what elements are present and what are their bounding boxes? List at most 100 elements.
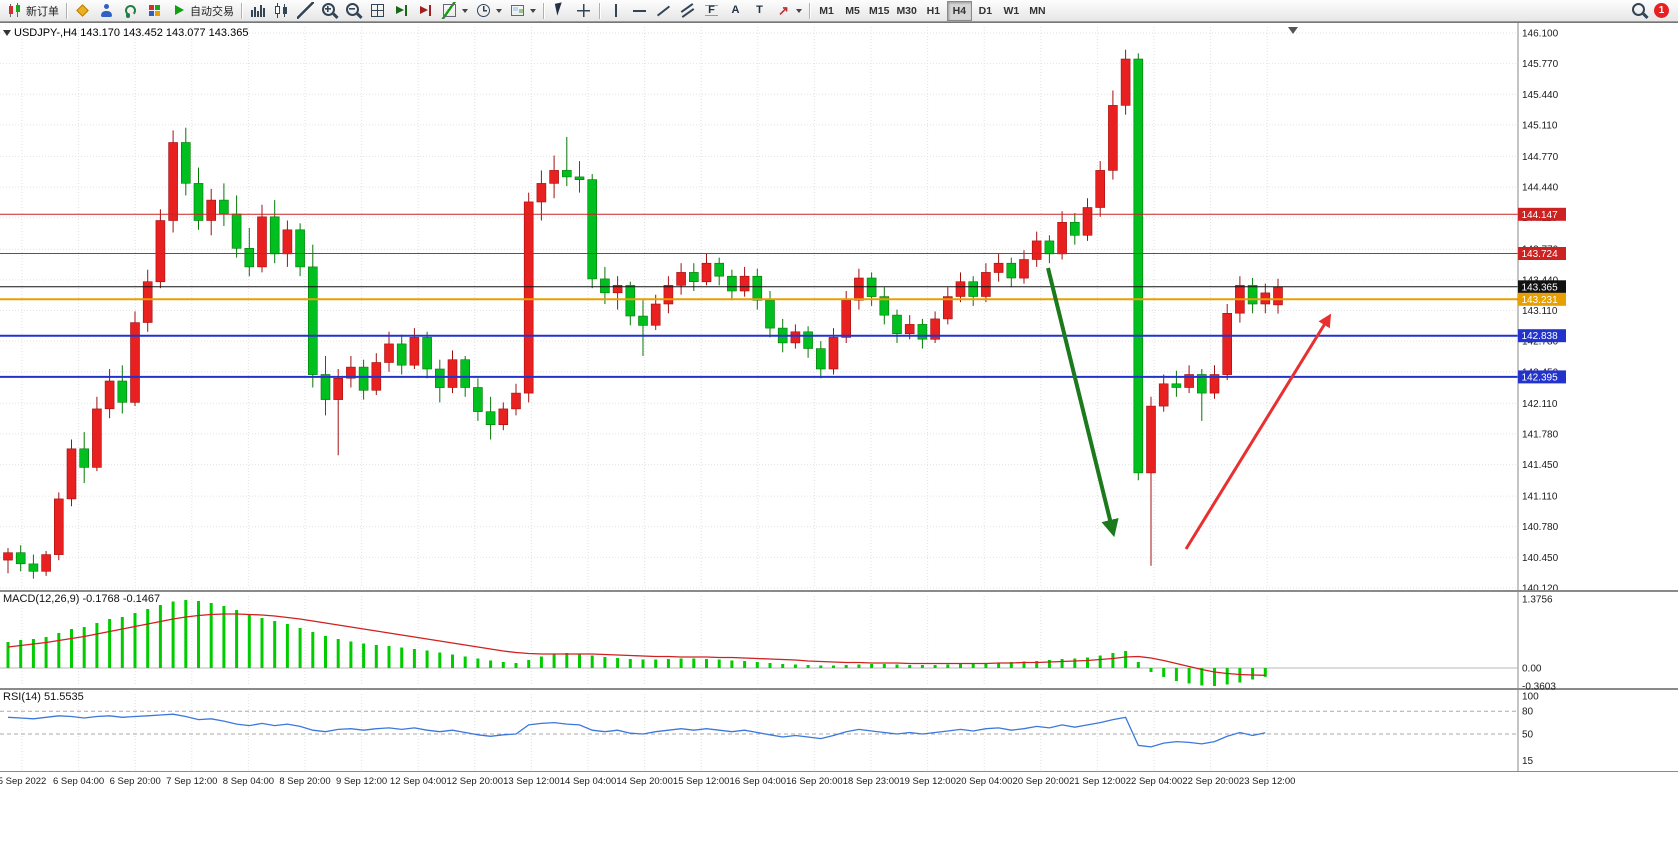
candlestick-chart-button[interactable] bbox=[270, 1, 293, 21]
hline-icon bbox=[631, 2, 648, 19]
market-watch-button[interactable] bbox=[71, 1, 94, 21]
svg-text:145.440: 145.440 bbox=[1522, 90, 1559, 101]
svg-text:15 Sep 12:00: 15 Sep 12:00 bbox=[673, 776, 730, 787]
dropdown-caret-icon bbox=[530, 8, 536, 13]
chart-shift-button[interactable] bbox=[414, 1, 437, 21]
svg-text:22 Sep 20:00: 22 Sep 20:00 bbox=[1182, 776, 1239, 787]
svg-text:6 Sep 20:00: 6 Sep 20:00 bbox=[110, 776, 161, 787]
zoom-in-button[interactable] bbox=[318, 1, 341, 21]
text-label-button[interactable]: T bbox=[748, 1, 771, 21]
clock-icon bbox=[475, 2, 492, 19]
person-icon bbox=[98, 2, 115, 19]
svg-text:140.120: 140.120 bbox=[1522, 584, 1559, 595]
svg-text:22 Sep 04:00: 22 Sep 04:00 bbox=[1126, 776, 1183, 787]
data-window-button[interactable] bbox=[95, 1, 118, 21]
timeframe-mn-button[interactable]: MN bbox=[1025, 1, 1050, 21]
tester-icon bbox=[146, 2, 163, 19]
crosshair-button[interactable] bbox=[572, 1, 595, 21]
svg-text:13 Sep 12:00: 13 Sep 12:00 bbox=[503, 776, 560, 787]
strategy-tester-button[interactable] bbox=[143, 1, 166, 21]
navigator-button[interactable] bbox=[119, 1, 142, 21]
candles-icon bbox=[6, 2, 23, 19]
autotrading-button[interactable]: 自动交易 bbox=[167, 1, 237, 21]
vertical-line-button[interactable] bbox=[604, 1, 627, 21]
svg-text:50: 50 bbox=[1522, 730, 1534, 741]
svg-text:20 Sep 04:00: 20 Sep 04:00 bbox=[956, 776, 1013, 787]
svg-text:5 Sep 2022: 5 Sep 2022 bbox=[0, 776, 46, 787]
cursor-button[interactable] bbox=[548, 1, 571, 21]
timeframe-m15-button[interactable]: M15 bbox=[866, 1, 892, 21]
svg-text:145.110: 145.110 bbox=[1522, 120, 1558, 131]
bar-chart-button[interactable] bbox=[246, 1, 269, 21]
indicators-button[interactable] bbox=[438, 1, 471, 21]
svg-text:19 Sep 12:00: 19 Sep 12:00 bbox=[899, 776, 956, 787]
toolbar: 新订单 自动交易 F A T ↗ M1 M5 M15 M30 H1 H4 D1 W1 MN 1 bbox=[0, 0, 1678, 22]
toolbar-separator bbox=[241, 2, 242, 19]
notification-badge[interactable]: 1 bbox=[1654, 3, 1669, 18]
svg-text:142.838: 142.838 bbox=[1522, 331, 1559, 342]
tile-windows-button[interactable] bbox=[366, 1, 389, 21]
templates-button[interactable] bbox=[506, 1, 539, 21]
zoomin-icon bbox=[321, 2, 338, 19]
trendline-button[interactable] bbox=[652, 1, 675, 21]
glyph-icon: T bbox=[756, 4, 763, 16]
timeframe-m1-button[interactable]: M1 bbox=[814, 1, 839, 21]
new-order-button[interactable]: 新订单 bbox=[3, 1, 62, 21]
chart-area: 146.100 145.770 145.440 145.110 144.770 144.4… bbox=[0, 22, 1678, 841]
auto-scroll-button[interactable] bbox=[390, 1, 413, 21]
zoom-out-button[interactable] bbox=[342, 1, 365, 21]
macd-label: MACD(12,26,9) -0.1768 -0.1467 bbox=[3, 593, 161, 605]
symbol-marker-icon bbox=[3, 30, 11, 36]
svg-text:143.724: 143.724 bbox=[1522, 249, 1559, 260]
template-icon bbox=[509, 2, 526, 19]
svg-text:16 Sep 04:00: 16 Sep 04:00 bbox=[730, 776, 787, 787]
chart-title: USDJPY-,H4 143.170 143.452 143.077 143.3… bbox=[3, 27, 248, 39]
headset-icon bbox=[122, 2, 139, 19]
price-chart[interactable]: 146.100 145.770 145.440 145.110 144.770 144.4… bbox=[0, 22, 1678, 841]
search-button[interactable] bbox=[1628, 1, 1651, 21]
svg-text:80: 80 bbox=[1522, 707, 1534, 718]
timeframe-m5-button[interactable]: M5 bbox=[840, 1, 865, 21]
svg-text:6 Sep 04:00: 6 Sep 04:00 bbox=[53, 776, 104, 787]
timeframe-h4-button[interactable]: H4 bbox=[946, 0, 972, 21]
scroll-icon bbox=[393, 2, 410, 19]
timeframe-d1-button[interactable]: D1 bbox=[973, 1, 998, 21]
bars-icon bbox=[249, 2, 266, 19]
dropdown-caret-icon bbox=[496, 8, 502, 13]
dropdown-caret-icon bbox=[796, 8, 802, 13]
zoomout-icon bbox=[345, 2, 362, 19]
svg-text:143.365: 143.365 bbox=[1522, 282, 1559, 293]
svg-text:1.3756: 1.3756 bbox=[1522, 595, 1553, 606]
toolbar-separator bbox=[543, 2, 544, 19]
svg-text:141.450: 141.450 bbox=[1522, 460, 1559, 471]
search-icon bbox=[1631, 2, 1648, 19]
timeframe-h1-button[interactable]: H1 bbox=[921, 1, 946, 21]
periods-button[interactable] bbox=[472, 1, 505, 21]
svg-text:15: 15 bbox=[1522, 756, 1534, 767]
fibonacci-button[interactable]: F bbox=[700, 1, 723, 21]
horizontal-line-button[interactable] bbox=[628, 1, 651, 21]
shift-icon bbox=[417, 2, 434, 19]
svg-text:140.450: 140.450 bbox=[1522, 553, 1559, 564]
toolbar-separator bbox=[809, 2, 810, 19]
cursor-icon bbox=[551, 2, 568, 19]
svg-text:14 Sep 20:00: 14 Sep 20:00 bbox=[616, 776, 673, 787]
toolbar-separator bbox=[599, 2, 600, 19]
equidistant-channel-button[interactable] bbox=[676, 1, 699, 21]
svg-text:143.110: 143.110 bbox=[1522, 306, 1558, 317]
svg-text:0.00: 0.00 bbox=[1522, 664, 1542, 675]
timeframe-w1-button[interactable]: W1 bbox=[999, 1, 1024, 21]
line-chart-button[interactable] bbox=[294, 1, 317, 21]
indicator-icon bbox=[441, 2, 458, 19]
svg-text:141.110: 141.110 bbox=[1522, 492, 1558, 503]
text-button[interactable]: A bbox=[724, 1, 747, 21]
svg-text:9 Sep 12:00: 9 Sep 12:00 bbox=[336, 776, 387, 787]
svg-text:146.100: 146.100 bbox=[1522, 29, 1559, 40]
arrows-tool-button[interactable]: ↗ bbox=[772, 1, 805, 21]
timeframe-m30-button[interactable]: M30 bbox=[893, 1, 919, 21]
svg-text:7 Sep 12:00: 7 Sep 12:00 bbox=[166, 776, 217, 787]
svg-text:8 Sep 20:00: 8 Sep 20:00 bbox=[279, 776, 330, 787]
svg-text:140.780: 140.780 bbox=[1522, 522, 1559, 533]
candlei-icon bbox=[273, 2, 290, 19]
